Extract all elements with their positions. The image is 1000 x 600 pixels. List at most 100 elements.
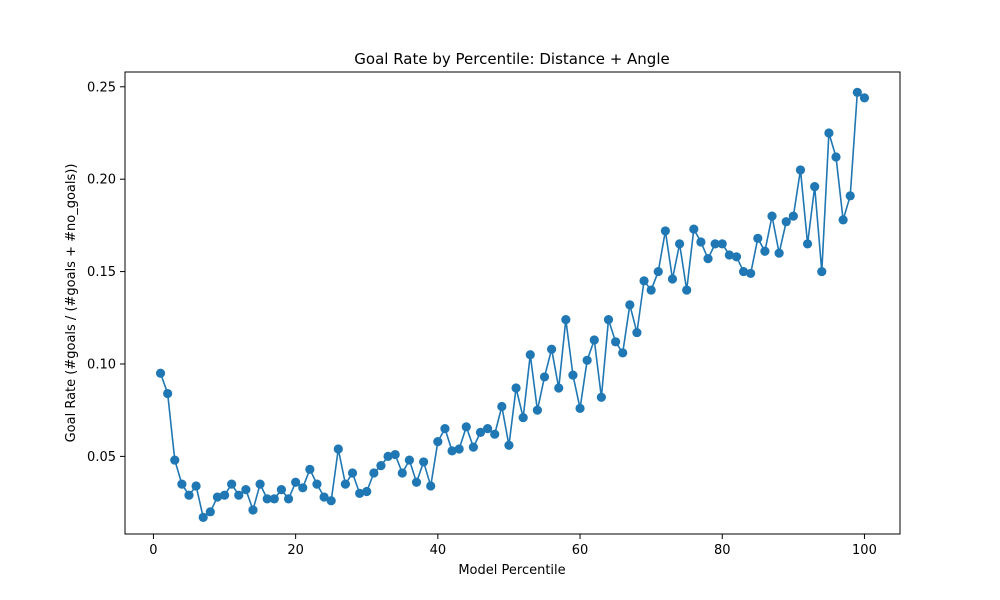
data-point [504,440,514,450]
data-point [710,239,720,249]
data-point [795,165,806,175]
data-point [191,481,201,491]
data-point [219,490,230,500]
data-point [355,488,365,498]
data-point [340,479,351,489]
data-point [383,451,393,461]
data-point [347,468,358,478]
x-tick-label: 60 [572,543,589,558]
data-point [404,455,414,465]
data-point [603,315,614,325]
data-point [632,327,642,338]
data-point [746,268,756,279]
x-tick-label: 80 [714,543,731,558]
data-point [269,494,279,504]
data-point [255,479,265,489]
data-point [760,246,770,256]
data-point [419,457,429,467]
data-point [703,254,713,264]
data-point [511,383,521,393]
x-axis: 0 20 40 60 80 100 [149,534,877,558]
data-point [262,494,272,504]
data-point [674,239,685,249]
data-point [212,492,223,502]
data-point [333,444,343,454]
data-point [802,239,813,249]
y-tick-label: 0.25 [87,80,116,95]
plot-frame [124,71,901,535]
data-point [205,507,215,517]
data-point [426,481,436,491]
data-point [291,477,301,487]
data-point [518,412,528,423]
data-point [397,468,407,478]
data-point [362,486,372,497]
x-tick-label: 20 [287,543,304,558]
data-point [483,424,493,434]
data-point [561,315,571,325]
data-point [298,483,308,493]
data-point [241,485,251,495]
data-point [376,461,386,471]
x-tick-label: 40 [430,543,447,558]
data-point [838,215,848,225]
data-point [326,496,336,506]
data-point [312,479,322,489]
data-point [582,355,592,365]
data-point [852,87,862,97]
x-axis-label: Model Percentile [458,563,565,578]
data-point [198,512,208,522]
data-point [618,348,628,358]
data-point [539,372,550,382]
y-tick-label: 0.15 [87,265,116,280]
data-point [738,266,749,277]
data-point [234,490,244,500]
x-tick-label: 100 [852,543,877,558]
data-point [440,424,450,434]
data-point [660,226,670,236]
data-point [497,401,507,412]
data-point [682,285,692,295]
data-point [859,93,870,103]
data-point [369,468,379,478]
data-point [781,217,791,227]
y-axis-label: Goal Rate (#goals / (#goals + #no_goals)… [64,164,79,443]
data-point [490,429,500,439]
data-point [611,337,621,347]
data-point [468,442,478,452]
chart-title: Goal Rate by Percentile: Distance + Angl… [354,50,669,68]
data-point [554,383,564,393]
data-point [824,128,834,138]
data-point [646,285,656,295]
data-point [248,505,258,515]
data-point [817,266,827,277]
data-point [639,276,649,286]
data-point [276,485,287,495]
data-point [753,233,763,243]
data-point [525,350,535,360]
y-axis: 0.05 0.10 0.15 0.20 0.25 [87,80,125,465]
data-point [774,248,784,258]
data-point [547,344,557,354]
data-point [447,446,457,456]
data-point [163,388,173,399]
data-point [596,392,606,402]
data-point [319,492,329,502]
data-point [667,274,678,284]
data-point [390,449,400,460]
data-point [845,191,855,201]
plot-area [155,87,870,522]
data-point [461,422,471,432]
data-point [532,405,542,415]
data-point [411,477,422,487]
data-point [475,427,486,437]
data-point [696,237,706,247]
y-tick-label: 0.20 [87,173,116,188]
data-point [717,239,727,249]
data-point [283,494,294,504]
data-point [625,300,635,310]
data-point [810,181,820,192]
data-point [788,211,798,221]
